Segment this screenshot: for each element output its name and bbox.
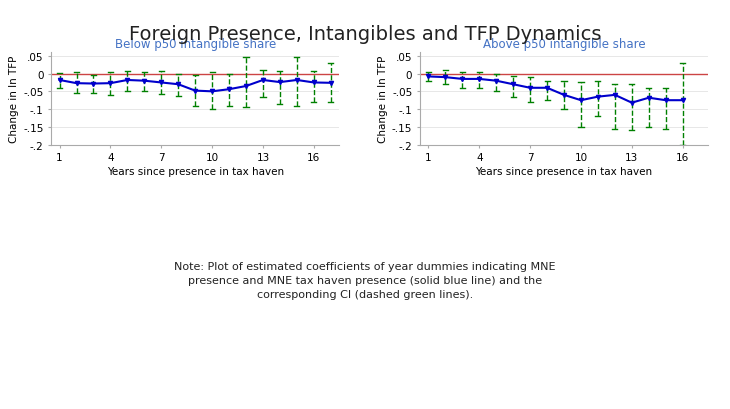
Title: Above p50 intangible share: Above p50 intangible share — [483, 38, 645, 51]
X-axis label: Years since presence in tax haven: Years since presence in tax haven — [475, 167, 653, 177]
X-axis label: Years since presence in tax haven: Years since presence in tax haven — [107, 167, 284, 177]
Y-axis label: Change in ln TFP: Change in ln TFP — [9, 56, 19, 143]
Text: Note: Plot of estimated coefficients of year dummies indicating MNE
presence and: Note: Plot of estimated coefficients of … — [174, 262, 556, 300]
Y-axis label: Change in ln TFP: Change in ln TFP — [377, 56, 388, 143]
Text: Foreign Presence, Intangibles and TFP Dynamics: Foreign Presence, Intangibles and TFP Dy… — [128, 25, 602, 43]
Title: Below p50 intangible share: Below p50 intangible share — [115, 38, 276, 51]
